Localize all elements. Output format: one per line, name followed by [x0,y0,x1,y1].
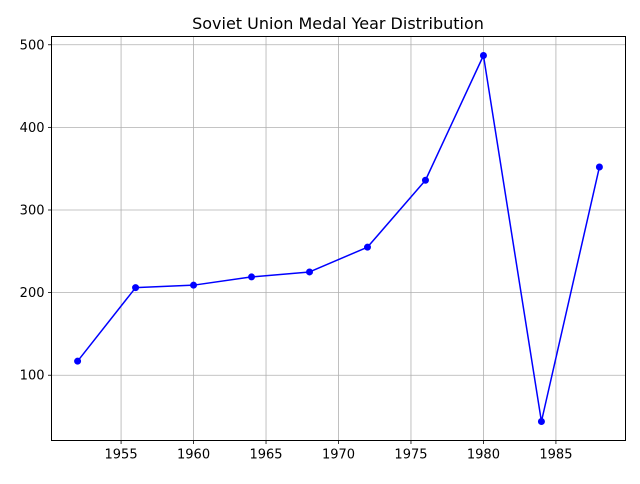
x-tick-label: 1970 [322,448,355,463]
axis-ticks: 1955 1960 1965 1970 1975 1980 1985 100 200 300 400… [20,38,573,462]
data-point [306,268,314,276]
data-point [595,163,603,171]
x-tick-label: 1960 [177,448,210,463]
data-point [74,357,82,365]
data-point [132,284,140,292]
data-point [363,243,371,251]
y-tick-label: 100 [20,369,45,384]
data-point [190,281,198,289]
x-tick-label: 1975 [394,448,427,463]
series-line [77,54,601,423]
x-tick-label: 1965 [249,448,282,463]
y-tick-label: 300 [20,203,45,218]
x-tick-label: 1985 [539,448,572,463]
data-point [421,176,429,184]
x-tick-label: 1980 [467,448,500,463]
data-point [537,417,545,425]
y-tick-label: 200 [20,286,45,301]
data-point [479,52,487,60]
grid-lines [51,36,626,441]
data-series [74,52,603,425]
plot-frame [51,36,626,441]
x-tick-label: 1955 [105,448,138,463]
y-tick-label: 500 [20,38,45,53]
y-tick-label: 400 [20,121,45,136]
data-point [248,273,256,281]
chart-title: Soviet Union Medal Year Distribution [192,14,484,33]
